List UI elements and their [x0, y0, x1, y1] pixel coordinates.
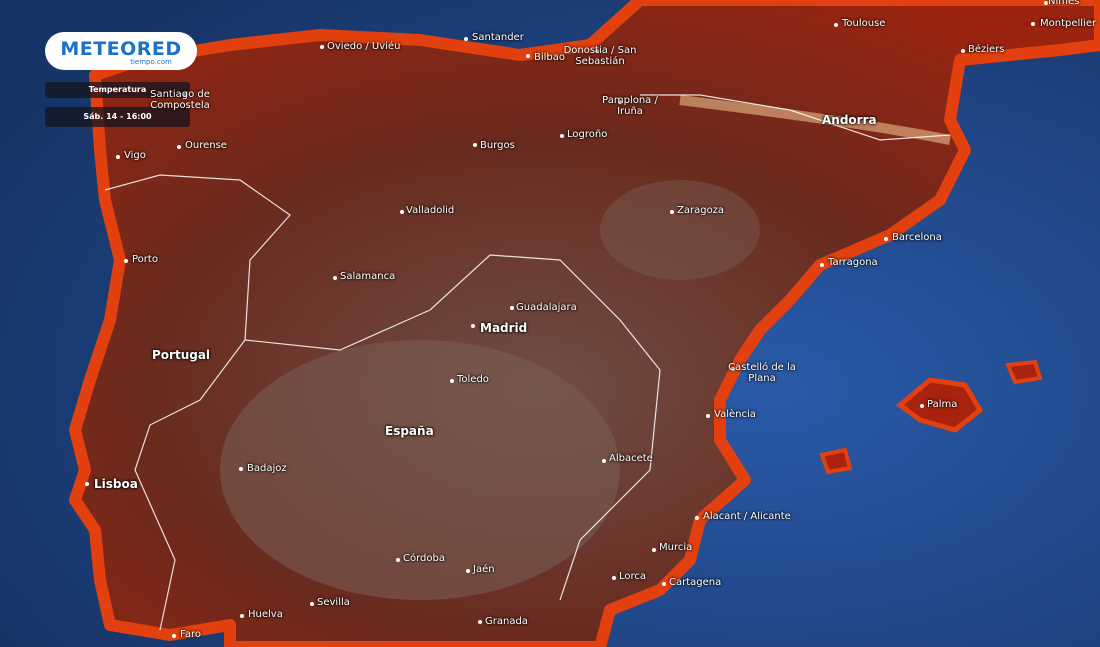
place-label: Donostia / San Sebastián: [563, 45, 637, 67]
mountains: [679, 95, 951, 145]
place-marker: [560, 134, 564, 138]
place-label: Murcia: [659, 542, 693, 553]
place-marker: [124, 259, 128, 263]
place-marker: [333, 276, 337, 280]
island: [819, 447, 853, 475]
plateau: [600, 180, 760, 280]
place-marker: [820, 263, 824, 267]
place-marker: [670, 210, 674, 214]
place-label: Córdoba: [403, 553, 445, 564]
place-label: Barcelona: [892, 232, 942, 243]
place-label: Jaén: [473, 564, 495, 575]
place-marker: [510, 306, 514, 310]
place-marker: [183, 93, 187, 97]
place-label: Andorra: [822, 113, 877, 127]
place-marker: [464, 37, 468, 41]
place-marker: [450, 379, 454, 383]
place-label: Porto: [132, 254, 158, 265]
place-marker: [478, 620, 482, 624]
place-label: Pamplona / Iruña: [602, 95, 658, 117]
place-marker: [320, 45, 324, 49]
place-label: Nîmes: [1048, 0, 1080, 7]
place-label: Santander: [472, 32, 524, 43]
place-marker: [400, 210, 404, 214]
place-marker: [396, 558, 400, 562]
time-label: Sáb. 14 - 16:00: [45, 107, 190, 127]
layer-label: Temperatura: [45, 82, 190, 98]
place-marker: [177, 145, 181, 149]
place-label: Béziers: [968, 44, 1005, 55]
place-label: Toledo: [457, 374, 489, 385]
place-label: Castelló de la Plana: [728, 362, 796, 384]
place-label: Granada: [485, 616, 528, 627]
place-label: Logroño: [567, 129, 608, 140]
place-label: Montpellier: [1040, 18, 1097, 29]
place-marker: [595, 49, 599, 53]
island: [895, 377, 984, 433]
place-marker: [172, 634, 176, 638]
place-label: Zaragoza: [677, 205, 725, 216]
place-label: Santiago de Compostela: [150, 89, 210, 111]
place-label: València: [714, 409, 756, 420]
place-label: Lorca: [619, 571, 647, 582]
place-marker: [920, 404, 924, 408]
place-marker: [85, 482, 89, 486]
place-label: Huelva: [248, 609, 283, 620]
place-label: Guadalajara: [516, 302, 577, 313]
place-marker: [618, 100, 622, 104]
place-label: Salamanca: [340, 271, 396, 282]
place-label: España: [385, 424, 434, 438]
place-marker: [612, 576, 616, 580]
place-label: Oviedo / Uviéu: [327, 41, 401, 52]
place-label: Burgos: [480, 140, 515, 151]
place-marker: [310, 602, 314, 606]
place-label: Ourense: [185, 140, 227, 151]
logo: METEORED tiempo.com: [45, 32, 197, 70]
place-label: Albacete: [609, 453, 653, 464]
place-label: Bilbao: [534, 52, 566, 63]
place-marker: [602, 459, 606, 463]
site: tiempo.com: [130, 58, 172, 66]
place-marker: [239, 467, 243, 471]
place-marker: [834, 23, 838, 27]
place-label: Vigo: [124, 150, 146, 161]
place-marker: [706, 414, 710, 418]
place-marker: [652, 548, 656, 552]
place-label: Tarragona: [828, 257, 878, 268]
place-label: Palma: [927, 399, 958, 410]
place-label: Lisboa: [94, 477, 138, 491]
place-label: Alacant / Alicante: [703, 511, 791, 522]
place-marker: [731, 367, 735, 371]
place-marker: [466, 569, 470, 573]
place-marker: [116, 155, 120, 159]
place-label: Cartagena: [669, 577, 722, 588]
borders: [104, 94, 951, 631]
place-label: Badajoz: [247, 463, 287, 474]
place-marker: [662, 582, 666, 586]
place-marker: [961, 49, 965, 53]
place-marker: [471, 324, 475, 328]
island: [1005, 359, 1043, 385]
place-label: Faro: [180, 629, 201, 640]
place-label: Toulouse: [842, 18, 886, 29]
place-marker: [884, 237, 888, 241]
place-label: Valladolid: [406, 205, 455, 216]
place-label: Madrid: [480, 321, 528, 335]
place-marker: [473, 143, 477, 147]
place-marker: [526, 54, 530, 58]
plateau: [220, 340, 620, 600]
place-label: Portugal: [152, 348, 211, 362]
place-marker: [695, 516, 699, 520]
place-marker: [1031, 22, 1035, 26]
place-marker: [240, 614, 244, 618]
brand: METEORED: [60, 38, 182, 60]
place-label: Sevilla: [317, 597, 350, 608]
place-marker: [1044, 1, 1048, 5]
